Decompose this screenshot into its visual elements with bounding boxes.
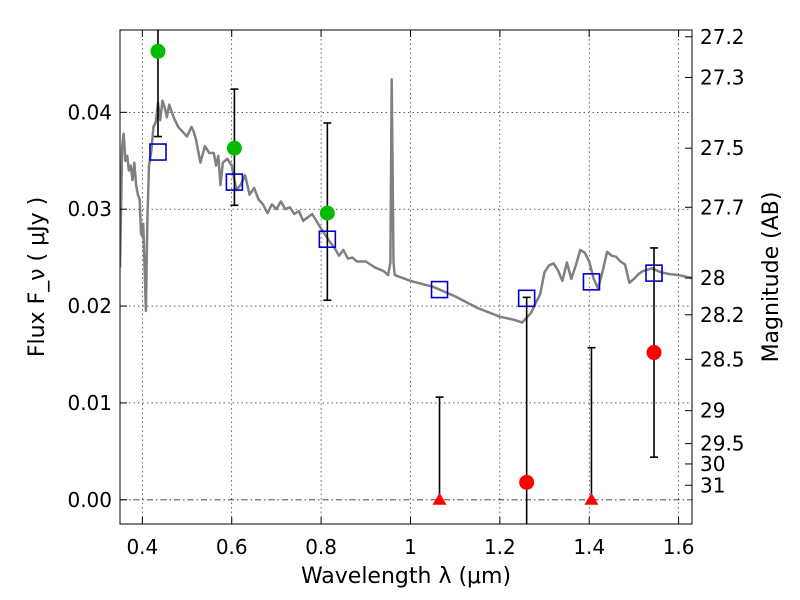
photometry-point: [519, 474, 535, 490]
y-tick-label: 0.04: [67, 100, 112, 124]
right-tick-label: 29: [700, 399, 725, 423]
right-tick-label: 31: [700, 473, 725, 497]
y-tick-label: 0.00: [67, 488, 112, 512]
x-axis-label: Wavelength λ (μm): [301, 564, 511, 589]
x-tick-label: 0.8: [305, 535, 337, 559]
photometry-point: [646, 345, 662, 361]
model-flux-square: [149, 143, 167, 161]
x-tick-label: 1.2: [484, 535, 516, 559]
y-tick-label: 0.01: [67, 391, 112, 415]
photometry-point: [226, 140, 242, 156]
photometry-point: [150, 43, 166, 59]
x-tick-label: 1: [404, 535, 417, 559]
data-markers-group: [149, 43, 663, 505]
y-axis-label: Flux F_ν ( μJy ): [25, 197, 50, 357]
grid-lines: [120, 30, 692, 524]
right-tick-label: 27.3: [700, 65, 745, 89]
upper-limit-triangle: [432, 492, 447, 505]
model-flux-square: [582, 273, 601, 291]
x-tick-label: 1.6: [663, 535, 695, 559]
sed-model-curve-group: [120, 78, 692, 324]
right-tick-label: 27.5: [700, 136, 745, 160]
upper-limit-triangle: [584, 492, 599, 505]
y-tick-label: 0.02: [67, 294, 112, 318]
model-flux-square: [318, 230, 337, 249]
right-tick-label: 28: [700, 266, 725, 290]
x-tick-label: 0.6: [216, 535, 248, 559]
right-tick-label: 28.2: [700, 303, 745, 327]
x-tick-label: 0.4: [126, 535, 158, 559]
right-tick-label: 27.2: [700, 25, 745, 49]
axis-ticks-group: 0.4 0.6 0.8 1 1.2 1.4 1.6 0.00 0.01 0.02 0.03 0.04 2…: [67, 25, 744, 559]
photometry-point: [319, 205, 335, 221]
x-tick-label: 1.4: [573, 535, 605, 559]
plot-frame: [119, 29, 693, 525]
model-flux-square: [645, 264, 663, 282]
right-tick-label: 29.5: [700, 432, 745, 456]
right-axis-label: Magnitude (AB): [759, 192, 784, 363]
y-tick-label: 0.03: [67, 197, 112, 221]
error-bars-group: [153, 30, 659, 524]
sed-model-curve: [120, 78, 692, 324]
model-flux-square: [225, 173, 244, 191]
model-flux-square: [517, 289, 536, 308]
right-tick-label: 28.5: [700, 347, 745, 371]
right-tick-label: 30: [700, 452, 725, 476]
right-tick-label: 27.7: [700, 195, 745, 219]
model-flux-square: [430, 280, 449, 299]
